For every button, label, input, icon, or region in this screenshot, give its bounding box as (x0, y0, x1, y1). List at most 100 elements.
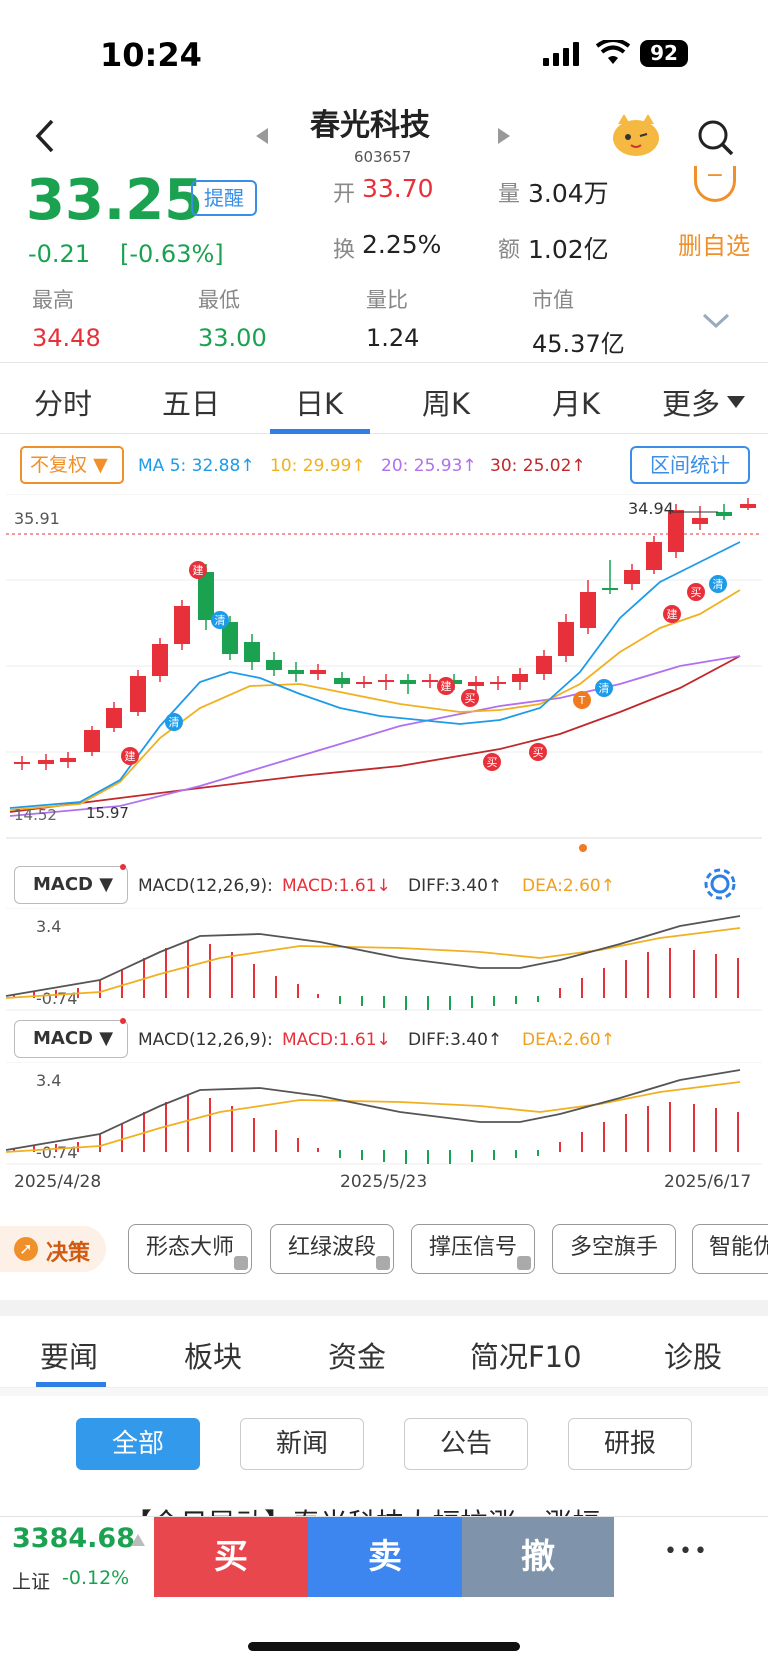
ma5-label: MA 5: 32.88↑ (138, 456, 255, 476)
chip-smart[interactable]: 智能优 (692, 1224, 768, 1274)
trade-marker-text: 建 (441, 679, 452, 693)
candle-body (198, 572, 214, 620)
period-tabs: 分时 五日 日K 周K 月K 更多 (0, 362, 768, 434)
more-menu-button[interactable]: ••• (664, 1539, 709, 1564)
adjust-selector[interactable]: 不复权 ▼ (20, 446, 124, 484)
candle-body (602, 588, 618, 590)
trade-marker-buy (483, 753, 501, 771)
amount-value: 1.02亿 (528, 235, 609, 264)
amount-label: 额 (498, 238, 521, 263)
tab-sectors[interactable]: 板块 (184, 1340, 243, 1374)
decision-tag[interactable]: ➚ 决策 (0, 1226, 106, 1272)
diff-value-2: DIFF:3.40↑ (408, 1030, 503, 1050)
candle-body (400, 680, 416, 684)
macd-value-2: MACD:1.61↓ (282, 1030, 391, 1050)
macd-value-1: MACD:1.61↓ (282, 876, 391, 896)
tab-intraday[interactable]: 分时 (34, 387, 93, 421)
range-stats-button[interactable]: 区间统计 (630, 446, 750, 484)
stats-row: 最高 34.48 最低 33.00 量比 1.24 市值 45.37亿 (0, 284, 768, 358)
stat-high-label: 最高 (32, 288, 74, 312)
turnover-label: 换 (333, 238, 356, 263)
battery-level: 92 (650, 41, 678, 65)
filter-research[interactable]: 研报 (568, 1418, 692, 1470)
trade-marker-clear (211, 611, 229, 629)
trade-marker-text: 建 (193, 563, 204, 577)
filter-announcements[interactable]: 公告 (404, 1418, 528, 1470)
macd-chart-2: 3.4 -0.74 (5, 1062, 762, 1165)
settings-gear-icon[interactable] (702, 866, 738, 902)
dea-line-2 (5, 1081, 741, 1153)
next-stock-icon[interactable] (496, 126, 512, 146)
news-peek-clip: 【今日异动】春光科技大幅拉涨，涨幅 (124, 1502, 724, 1516)
top-price-label: 35.91 (14, 509, 60, 528)
candle-body (174, 606, 190, 644)
macd-selector-2-label: MACD (33, 1028, 93, 1049)
candle-body (422, 680, 438, 682)
tab-daily-k[interactable]: 日K (295, 387, 344, 421)
tab-f10[interactable]: 简况F10 (470, 1340, 582, 1374)
tab-monthly-k[interactable]: 月K (552, 387, 601, 421)
candle-body (468, 682, 484, 686)
stat-ratio-label: 量比 (366, 288, 408, 312)
search-icon[interactable] (696, 118, 736, 158)
tab-diagnosis[interactable]: 诊股 (664, 1340, 723, 1374)
battery-icon: 92 (640, 40, 688, 67)
decision-icon: ➚ (14, 1237, 38, 1261)
ma20-line (9, 655, 741, 817)
stock-name: 春光科技 (310, 108, 430, 143)
trade-marker-text: 买 (465, 692, 476, 705)
trade-marker-text: 清 (169, 716, 180, 729)
alert-button[interactable]: 提醒 (191, 180, 257, 216)
chip-pattern-master[interactable]: 形态大师 (128, 1224, 252, 1274)
stock-code: 603657 (354, 148, 412, 166)
ma10-line (9, 589, 741, 811)
expand-chevron-icon[interactable] (702, 312, 730, 330)
macd-selector-2[interactable]: MACD ▼ (14, 1020, 128, 1058)
chip-red-green-band[interactable]: 红绿波段 (270, 1224, 394, 1274)
candle-body (222, 622, 238, 654)
stat-mcap-value: 45.37亿 (532, 330, 625, 358)
tab-more[interactable]: 更多 (662, 387, 721, 421)
chip-bull-bear-flag[interactable]: 多空旗手 (552, 1224, 676, 1274)
macd-selector-1[interactable]: MACD ▼ (14, 866, 128, 904)
tab-funds[interactable]: 资金 (328, 1340, 387, 1374)
trade-marker-text: 建 (125, 749, 136, 763)
mascot-icon[interactable] (610, 112, 662, 158)
prev-stock-icon[interactable] (254, 126, 270, 146)
cancel-order-button[interactable]: 撤 (462, 1517, 614, 1597)
tab-five-day[interactable]: 五日 (162, 387, 221, 421)
candle-body (512, 674, 528, 682)
buy-button[interactable]: 买 (154, 1517, 308, 1597)
home-indicator (248, 1642, 520, 1651)
adjust-label: 不复权 (30, 454, 88, 476)
wifi-icon (596, 40, 630, 64)
date-mid: 2025/5/23 (340, 1172, 428, 1192)
candle-body (646, 542, 662, 570)
remove-watch-icon[interactable]: − (694, 165, 736, 202)
tab-headlines[interactable]: 要闻 (40, 1340, 99, 1374)
candle-body (38, 760, 54, 764)
trade-marker-build (121, 747, 139, 765)
back-icon[interactable] (32, 118, 58, 154)
tab-weekly-k[interactable]: 周K (422, 387, 471, 421)
trade-marker-buy (529, 743, 547, 761)
date-start: 2025/4/28 (14, 1172, 102, 1192)
scroll-dot (579, 844, 587, 852)
index-value: 3384.68 (12, 1523, 135, 1554)
news-peek-headline[interactable]: 【今日异动】春光科技大幅拉涨，涨幅 (124, 1502, 724, 1516)
dea-value-1: DEA:2.60↑ (522, 876, 615, 896)
filter-news[interactable]: 新闻 (240, 1418, 364, 1470)
trade-marker-text: 清 (713, 578, 724, 591)
dea-value-2: DEA:2.60↑ (522, 1030, 615, 1050)
sell-button[interactable]: 卖 (308, 1517, 462, 1597)
candle-body (536, 656, 552, 674)
ma-lines (9, 541, 741, 817)
candle-body (310, 670, 326, 674)
filter-all[interactable]: 全部 (76, 1418, 200, 1470)
remove-watchlist-button[interactable]: 删自选 (678, 232, 750, 260)
candle-body (334, 678, 350, 684)
candle-body (84, 730, 100, 752)
chip-support-resistance[interactable]: 撑压信号 (411, 1224, 535, 1274)
